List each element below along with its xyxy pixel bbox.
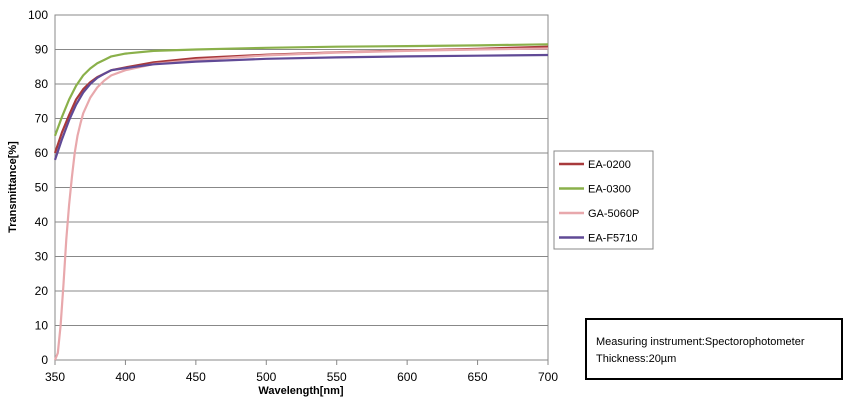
y-tick-label-70: 70 [35, 112, 49, 126]
legend-items: EA-0200 EA-0300 GA-5060P EA-F5710 [559, 159, 639, 245]
y-tick-label-90: 90 [35, 43, 49, 57]
series-line-ga-5060p [53, 47, 549, 361]
legend-label-ga-5060p: GA-5060P [588, 208, 639, 220]
x-axis-title: Wavelength[nm] [258, 385, 343, 397]
y-tick-label-10: 10 [35, 319, 49, 333]
x-tick-labels: 350 400 450 500 550 600 650 700 [45, 370, 558, 384]
x-tick-label-400: 400 [115, 370, 135, 384]
x-tick-label-700: 700 [538, 370, 558, 384]
legend-label-ea-0200: EA-0200 [588, 159, 631, 171]
y-axis-title: Transmittance[%] [7, 141, 19, 233]
y-tick-label-50: 50 [35, 181, 49, 195]
legend: EA-0200 EA-0300 GA-5060P EA-F5710 [553, 150, 654, 250]
series-line-ea-0300 [53, 43, 549, 137]
y-tick-label-80: 80 [35, 77, 49, 91]
y-tick-labels: 0 10 20 30 40 50 60 70 80 90 100 [28, 8, 48, 367]
measurement-note: Measuring instrument:Spectorophotometer … [585, 318, 843, 380]
x-tick-label-650: 650 [468, 370, 488, 384]
legend-box [553, 150, 654, 250]
x-tick-label-350: 350 [45, 370, 65, 384]
x-tick-label-600: 600 [397, 370, 417, 384]
thickness-text: Thickness:20µm [596, 353, 677, 365]
y-tick-label-0: 0 [41, 353, 48, 367]
legend-label-ea-0300: EA-0300 [588, 184, 631, 196]
x-tick-label-550: 550 [327, 370, 347, 384]
series-line-ea-f5710 [53, 53, 549, 161]
series-layer [53, 43, 549, 361]
y-tick-label-20: 20 [35, 284, 49, 298]
y-tick-label-100: 100 [28, 8, 48, 22]
x-tick-label-450: 450 [186, 370, 206, 384]
instrument-text: Measuring instrument:Spectorophotometer [596, 336, 805, 348]
y-tick-label-40: 40 [35, 215, 49, 229]
y-tick-label-30: 30 [35, 250, 49, 264]
legend-label-ea-f5710: EA-F5710 [588, 233, 638, 245]
x-tick-label-500: 500 [256, 370, 276, 384]
y-tick-label-60: 60 [35, 146, 49, 160]
